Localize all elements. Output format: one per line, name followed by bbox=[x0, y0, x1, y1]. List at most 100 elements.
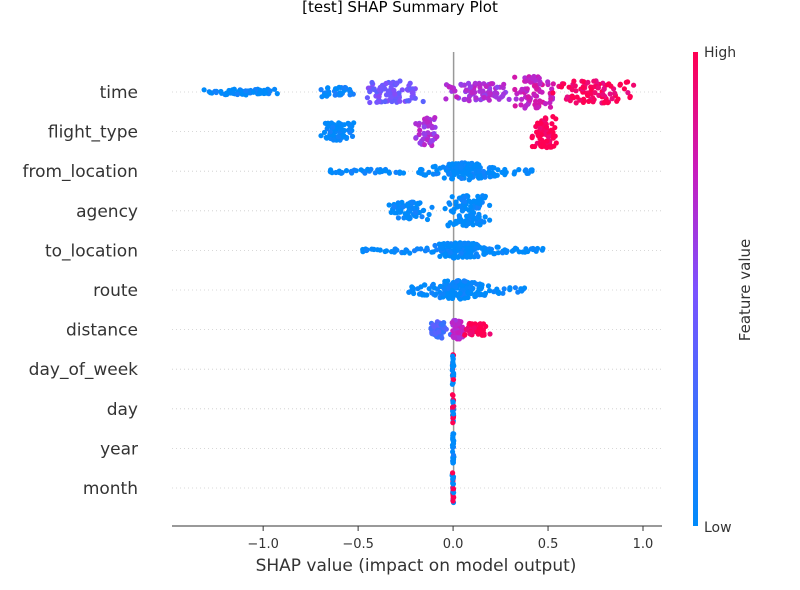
shap-point bbox=[542, 115, 549, 121]
shap-point bbox=[367, 99, 373, 106]
shap-point bbox=[424, 292, 430, 298]
shap-point bbox=[450, 353, 456, 359]
shap-point bbox=[473, 95, 479, 101]
shap-point bbox=[250, 89, 256, 95]
shap-point bbox=[487, 202, 493, 208]
shap-point bbox=[258, 88, 264, 94]
shap-point bbox=[524, 86, 530, 92]
chart-title: [test] SHAP Summary Plot bbox=[302, 0, 498, 16]
shap-point bbox=[461, 278, 467, 284]
shap-point bbox=[601, 86, 607, 92]
shap-point bbox=[450, 452, 457, 458]
shap-point bbox=[412, 95, 418, 101]
feature-label: route bbox=[93, 281, 138, 301]
shap-point bbox=[522, 105, 528, 111]
shap-point bbox=[446, 200, 452, 206]
shap-point bbox=[487, 288, 493, 294]
shap-point bbox=[274, 91, 280, 97]
feature-label: time bbox=[100, 83, 138, 103]
shap-point bbox=[393, 80, 399, 86]
shap-point bbox=[561, 81, 567, 87]
shap-point bbox=[392, 91, 398, 97]
shap-point bbox=[351, 167, 357, 173]
shap-point bbox=[421, 131, 428, 137]
shap-point bbox=[472, 321, 478, 327]
shap-point bbox=[614, 98, 620, 104]
shap-point bbox=[591, 78, 597, 84]
shap-point bbox=[450, 334, 457, 340]
shap-point bbox=[416, 131, 422, 138]
shap-point bbox=[631, 82, 637, 88]
shap-point bbox=[454, 204, 460, 210]
shap-point bbox=[462, 240, 468, 246]
shap-point bbox=[586, 98, 592, 104]
shap-point bbox=[518, 102, 524, 108]
shap-point bbox=[400, 204, 406, 210]
shap-point bbox=[495, 289, 501, 295]
shap-point bbox=[457, 290, 463, 296]
shap-point bbox=[389, 98, 395, 105]
shap-point bbox=[335, 134, 341, 140]
shap-point bbox=[450, 486, 457, 492]
shap-point bbox=[542, 101, 549, 107]
shap-point bbox=[470, 222, 476, 228]
shap-point bbox=[481, 94, 487, 100]
shap-point bbox=[424, 137, 430, 143]
shap-point bbox=[581, 79, 587, 85]
shap-point bbox=[543, 124, 550, 130]
shap-point bbox=[459, 175, 465, 181]
shap-point bbox=[325, 85, 331, 91]
shap-point bbox=[459, 207, 465, 214]
shap-point bbox=[377, 84, 383, 90]
shap-point bbox=[500, 290, 506, 296]
shap-point bbox=[458, 81, 464, 87]
shap-point bbox=[465, 289, 471, 296]
shap-point bbox=[462, 332, 468, 338]
shap-point bbox=[447, 250, 453, 256]
feature-label: year bbox=[100, 439, 138, 459]
shap-point bbox=[487, 331, 493, 337]
shap-point bbox=[531, 92, 537, 98]
shap-point bbox=[480, 88, 486, 94]
shap-point bbox=[621, 86, 628, 92]
shap-point bbox=[388, 209, 394, 215]
shap-point bbox=[450, 420, 456, 426]
shap-point bbox=[482, 290, 489, 296]
shap-point bbox=[318, 87, 324, 93]
shap-point bbox=[431, 285, 437, 291]
colorbar-low-label: Low bbox=[704, 520, 732, 536]
shap-point bbox=[500, 93, 506, 99]
shap-point bbox=[529, 135, 535, 141]
shap-point bbox=[536, 75, 542, 81]
shap-point bbox=[617, 81, 624, 87]
shap-point bbox=[595, 85, 602, 91]
shap-point bbox=[492, 173, 498, 179]
shap-point bbox=[339, 133, 345, 139]
shap-point bbox=[394, 247, 400, 253]
shap-point bbox=[550, 81, 556, 87]
shap-point bbox=[569, 87, 575, 93]
shap-point bbox=[570, 94, 576, 100]
shap-point bbox=[327, 129, 333, 135]
shap-point bbox=[459, 197, 465, 203]
shap-point bbox=[419, 214, 425, 220]
shap-point bbox=[455, 321, 462, 327]
shap-point bbox=[449, 176, 455, 182]
shap-point bbox=[608, 83, 614, 89]
shap-point bbox=[491, 165, 497, 171]
shap-point bbox=[450, 411, 457, 417]
shap-point bbox=[409, 284, 415, 290]
shap-point bbox=[407, 250, 413, 256]
shap-point bbox=[471, 325, 477, 331]
shap-point bbox=[625, 79, 631, 85]
feature-label: distance bbox=[66, 321, 138, 341]
shap-point bbox=[347, 123, 353, 129]
shap-point bbox=[341, 127, 347, 134]
shap-point bbox=[383, 248, 390, 254]
shap-point bbox=[451, 372, 457, 378]
shap-point bbox=[537, 98, 543, 104]
shap-point bbox=[477, 222, 483, 228]
shap-point bbox=[486, 97, 492, 103]
colorbar-high-label: High bbox=[704, 45, 736, 61]
